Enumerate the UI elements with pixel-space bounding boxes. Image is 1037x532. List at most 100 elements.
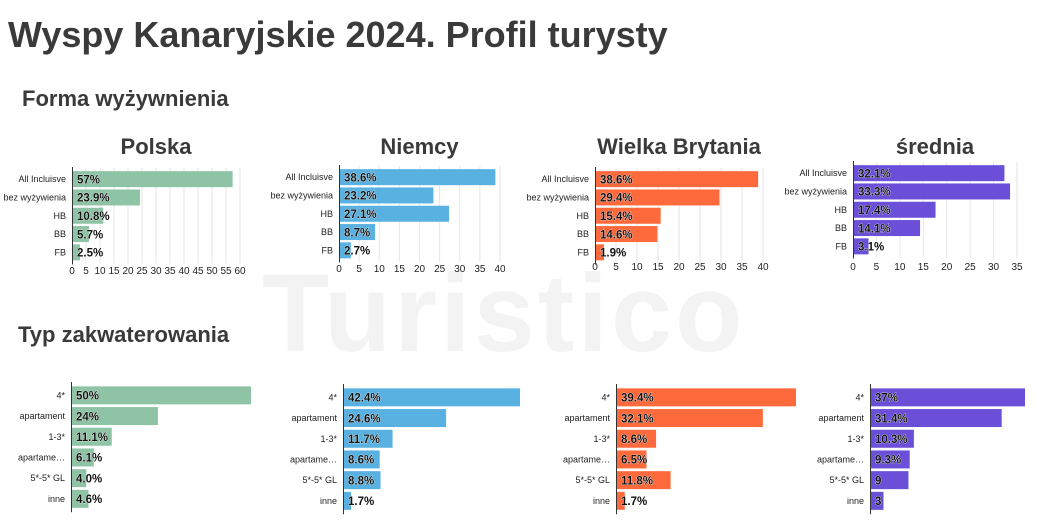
category-label: bez wyżywienia (270, 190, 333, 200)
category-label: 4* (56, 390, 65, 400)
bar-4 (72, 386, 251, 405)
bar-all-incluisve (596, 171, 759, 188)
bar-apartame (617, 450, 647, 469)
bar-1-3 (617, 429, 657, 448)
x-tick-label: 20 (673, 262, 685, 273)
x-tick-label: 15 (108, 266, 120, 277)
data-label: 8.8% (348, 475, 374, 487)
x-tick-label: 30 (715, 262, 727, 273)
chart-accommodation-polska: 4* 50% apartament 24% 1-3* 11.1% apartame… 6.1%… (18, 382, 251, 513)
category-label: All Incluisve (799, 168, 847, 178)
category-label: HB (576, 211, 589, 221)
x-tick-label: 25 (694, 262, 706, 273)
category-label: inne (847, 496, 864, 506)
bar-hb (596, 207, 661, 224)
x-tick-label: 30 (988, 262, 1000, 273)
data-label: 3 (875, 496, 881, 508)
bar-5-5-gl (871, 471, 909, 490)
category-label: 5*-5* GL (575, 475, 610, 485)
bar-apartament (344, 409, 447, 428)
x-tick-label: 20 (941, 262, 953, 273)
bar-apartame (72, 448, 94, 467)
category-label: apartame… (18, 452, 65, 462)
x-tick-label: 35 (1011, 262, 1023, 273)
x-tick-label: 25 (136, 266, 148, 277)
data-label: 37% (875, 393, 898, 405)
category-label: bez wyżywienia (784, 186, 847, 196)
x-tick-label: 0 (69, 266, 75, 277)
chart-accommodation-wielka-brytania: 4* 39.4% apartament 32.1% 1-3* 8.6% apartame… 6… (563, 384, 796, 515)
category-label: All Incluisve (285, 172, 333, 182)
bar-bez-wyzywienia (854, 183, 1011, 200)
bar-all-incluisve (854, 165, 1005, 182)
data-label: 11.7% (348, 434, 380, 446)
x-tick-label: 35 (164, 266, 176, 277)
bar-inne (72, 489, 89, 508)
bar-bb (854, 220, 921, 237)
category-label: HB (834, 205, 847, 215)
x-tick-label: 35 (736, 262, 748, 273)
x-tick-label: 30 (454, 264, 466, 275)
x-tick-label: 0 (336, 264, 342, 275)
data-label: 9 (875, 475, 881, 487)
bar-all-incluisve (340, 169, 496, 186)
bar-bez-wyzywienia (340, 187, 434, 204)
category-label: FB (321, 245, 333, 255)
category-label: 4* (601, 392, 610, 402)
bar-hb (73, 207, 104, 224)
category-label: apartament (291, 413, 337, 423)
category-label: apartament (818, 413, 864, 423)
x-tick-label: 45 (192, 266, 204, 277)
category-label: FB (835, 241, 847, 251)
category-label: HB (320, 209, 333, 219)
x-tick-label: 15 (394, 264, 406, 275)
bar-inne (344, 491, 352, 510)
data-label: 32.1% (858, 168, 891, 180)
chart-title: Polska (121, 134, 193, 159)
data-label: 38.6% (600, 174, 633, 186)
chart-accommodation-niemcy: 4* 42.4% apartament 24.6% 1-3* 11.7% apartame…… (290, 384, 520, 515)
x-tick-label: 0 (592, 262, 598, 273)
data-label: 27.1% (344, 209, 377, 221)
data-label: 4.0% (76, 473, 102, 485)
data-label: 4.6% (76, 494, 102, 506)
category-label: 4* (328, 392, 337, 402)
data-label: 15.4% (600, 211, 633, 223)
category-label: FB (577, 247, 589, 257)
category-label: bez wyżywienia (526, 192, 589, 202)
data-label: 5.7% (77, 229, 103, 241)
x-tick-label: 20 (122, 266, 134, 277)
x-tick-label: 25 (434, 264, 446, 275)
x-tick-label: 40 (494, 264, 506, 275)
data-label: 57% (77, 174, 100, 186)
chart-title: Wielka Brytania (597, 134, 761, 159)
category-label: apartame… (563, 454, 610, 464)
data-label: 8.6% (348, 455, 374, 467)
data-label: 8.6% (621, 434, 647, 446)
x-tick-label: 5 (83, 266, 89, 277)
chart-meals-polska: Polska 0 5 10 15 20 25 30 35 40 45 50 55 60 All Inclui… (3, 134, 246, 277)
x-tick-label: 25 (965, 262, 977, 273)
bar-bb (596, 226, 658, 243)
section-title-accommodation: Typ zakwaterowania (18, 322, 230, 347)
category-label: 1-3* (593, 434, 610, 444)
category-label: HB (53, 211, 66, 221)
data-label: 6.1% (76, 453, 102, 465)
x-tick-label: 35 (474, 264, 486, 275)
bar-hb (854, 201, 936, 218)
bar-apartament (72, 407, 158, 426)
x-tick-label: 55 (220, 266, 232, 277)
category-label: BB (835, 223, 847, 233)
bar-5-5-gl (72, 469, 87, 488)
data-label: 11.8% (621, 475, 653, 487)
data-label: 6.5% (621, 455, 647, 467)
category-label: apartament (564, 413, 610, 423)
chart-meals-srednia: średnia 0 5 10 15 20 25 30 35 All Incluisve 32.1% b… (784, 134, 1023, 273)
data-label: 14.6% (600, 229, 633, 241)
data-label: 50% (76, 391, 99, 403)
x-tick-label: 20 (414, 264, 426, 275)
data-label: 24.6% (348, 413, 381, 425)
category-label: BB (321, 227, 333, 237)
bar-5-5-gl (617, 471, 671, 490)
category-label: bez wyżywienia (3, 192, 66, 202)
